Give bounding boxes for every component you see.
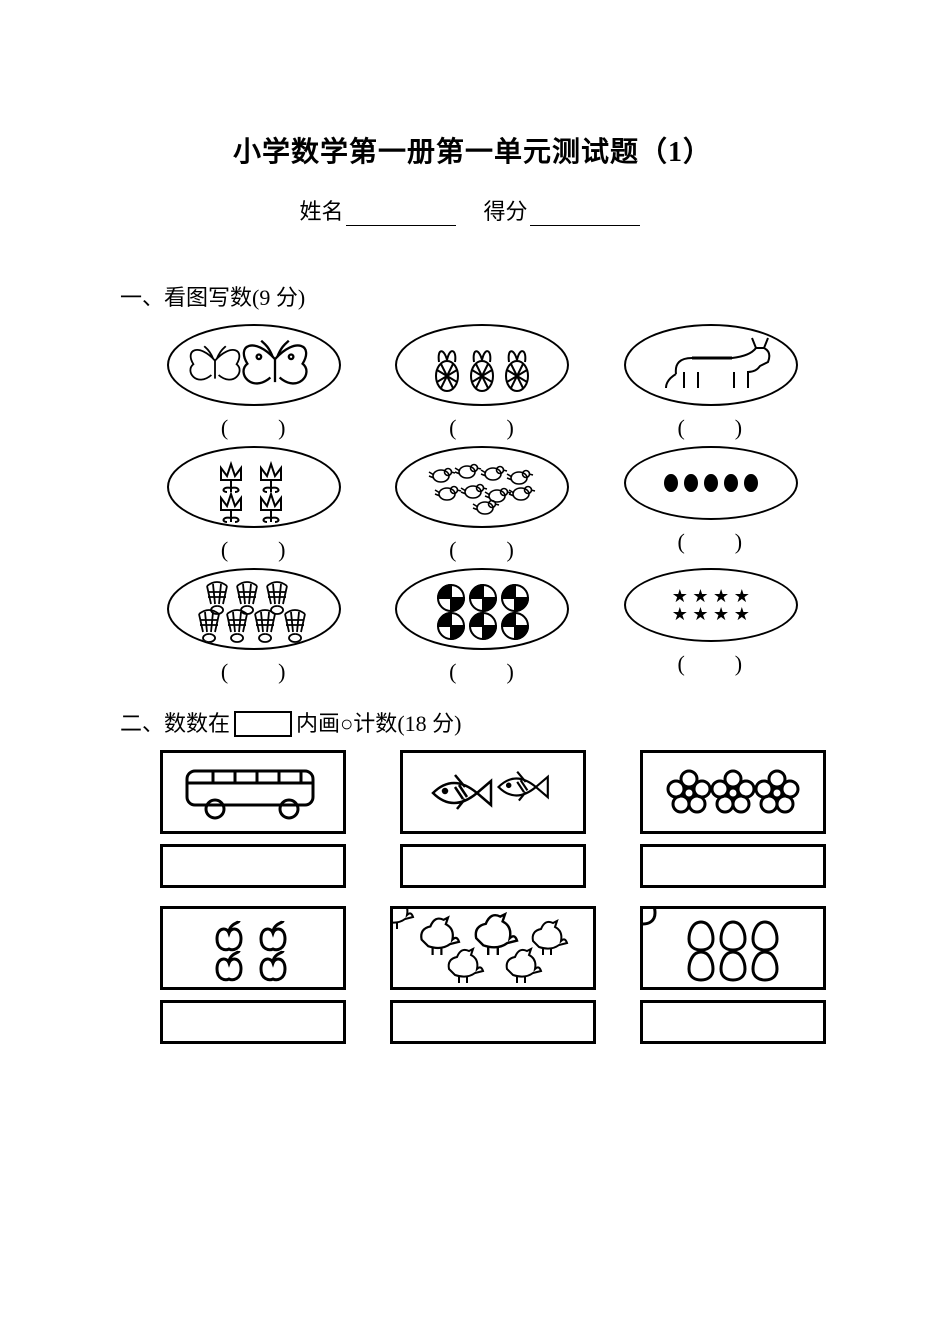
name-blank[interactable]	[346, 205, 456, 226]
oval-pineapples	[395, 324, 569, 406]
oval-flowers	[167, 446, 341, 528]
answer-box[interactable]	[390, 1000, 596, 1044]
q2-cell	[390, 906, 596, 1044]
answer-paren[interactable]: ( )	[221, 410, 288, 442]
stars-icon: ★ ★ ★ ★★ ★ ★ ★	[662, 583, 760, 627]
q1-cell: ( )	[160, 446, 348, 564]
score-label: 得分	[484, 199, 528, 224]
seeds-icon	[653, 470, 769, 496]
oval-balls	[395, 568, 569, 650]
answer-paren[interactable]: ( )	[221, 654, 288, 686]
section-2-suffix: 内画○计数	[296, 711, 397, 736]
apples-icon	[163, 909, 343, 987]
q1-cell: ( )	[617, 446, 805, 564]
pineapples-icon	[397, 326, 567, 404]
section-1-heading: 一、看图写数(9 分)	[120, 280, 825, 312]
section-2-prefix: 二、数数在	[120, 711, 230, 736]
section-2-points: (18 分)	[397, 711, 461, 736]
answer-box[interactable]	[160, 844, 346, 888]
box-eggs	[640, 906, 826, 990]
q1-cell: ( )	[388, 324, 576, 442]
section-1-points: (9 分)	[252, 285, 305, 310]
blossoms-icon	[643, 753, 823, 831]
oval-stars: ★ ★ ★ ★★ ★ ★ ★	[624, 568, 798, 642]
shuttlecocks-icon	[169, 570, 339, 648]
answer-box[interactable]	[400, 844, 586, 888]
score-blank[interactable]	[530, 205, 640, 226]
answer-paren[interactable]: ( )	[677, 646, 744, 678]
q2-cell	[640, 906, 826, 1044]
page-title: 小学数学第一册第一单元测试题（1）	[120, 130, 825, 170]
answer-paren[interactable]: ( )	[677, 410, 744, 442]
answer-paren[interactable]: ( )	[677, 524, 744, 556]
q2-cell	[160, 750, 346, 888]
answer-paren[interactable]: ( )	[449, 532, 516, 564]
answer-paren[interactable]: ( )	[449, 654, 516, 686]
balls-icon	[397, 570, 567, 648]
q1-cell: ★ ★ ★ ★★ ★ ★ ★ ( )	[617, 568, 805, 686]
chicks-icon	[397, 448, 567, 526]
section-1-prefix: 一、看图写数	[120, 285, 252, 310]
answer-paren[interactable]: ( )	[221, 532, 288, 564]
box-blossoms	[640, 750, 826, 834]
oval-seeds	[624, 446, 798, 520]
q1-cell: ( )	[160, 324, 348, 442]
oval-chicks	[395, 446, 569, 528]
answer-box[interactable]	[640, 844, 826, 888]
section-2-heading: 二、数数在 内画○计数(18 分)	[120, 706, 825, 738]
q2-cell	[160, 906, 346, 1044]
answer-paren[interactable]: ( )	[449, 410, 516, 442]
q1-cell: ( )	[388, 446, 576, 564]
oval-shuttles	[167, 568, 341, 650]
q2-cell	[390, 750, 596, 888]
q2-grid	[160, 750, 801, 1044]
inline-box-icon	[234, 711, 292, 737]
answer-box[interactable]	[640, 1000, 826, 1044]
info-line: 姓名 得分	[120, 194, 825, 226]
q2-cell	[640, 750, 826, 888]
q1-cell: ( )	[388, 568, 576, 686]
box-apples	[160, 906, 346, 990]
fish-icon	[403, 753, 583, 831]
donkey-icon	[626, 326, 796, 404]
worksheet-page: 小学数学第一册第一单元测试题（1） 姓名 得分 一、看图写数(9 分)	[0, 0, 945, 1104]
q1-cell: ( )	[160, 568, 348, 686]
tulips-icon	[169, 448, 339, 526]
eggs-icon	[643, 909, 823, 987]
oval-donkey	[624, 324, 798, 406]
box-bus	[160, 750, 346, 834]
oval-butterflies	[167, 324, 341, 406]
box-fish	[400, 750, 586, 834]
answer-box[interactable]	[160, 1000, 346, 1044]
q1-cell: ( )	[617, 324, 805, 442]
butterflies-icon	[169, 326, 339, 404]
box-chickens	[390, 906, 596, 990]
name-label: 姓名	[299, 199, 343, 224]
bus-icon	[163, 753, 343, 831]
chickens-icon	[393, 909, 593, 987]
q1-grid: ( ) ( )	[160, 324, 805, 686]
